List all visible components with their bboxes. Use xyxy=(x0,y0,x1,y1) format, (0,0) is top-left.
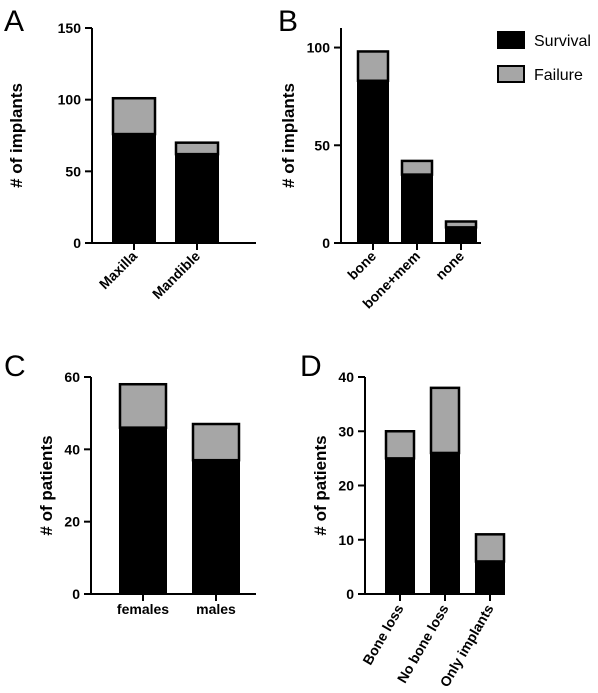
bar-failure-females xyxy=(118,382,168,429)
bar-survival-bone xyxy=(357,79,389,245)
legend-label-survival: Survival xyxy=(534,33,591,50)
bar-survival-mandible xyxy=(175,153,219,244)
bar-failure-males xyxy=(191,422,241,462)
x-tick-label: Bone loss xyxy=(359,601,406,667)
x-tick-label: none xyxy=(432,248,467,283)
panel-a: A # of implants 0 50 100 150 Maxilla Mandible xyxy=(4,5,256,302)
y-axis-label: # of implants xyxy=(279,83,298,188)
bar-failure-bone xyxy=(356,50,390,83)
y-tick-label: 20 xyxy=(338,478,354,494)
y-tick-label: 0 xyxy=(346,586,354,602)
legend-label-failure: Failure xyxy=(534,67,583,84)
panel-c: C # of patients 0 20 40 60 females males xyxy=(4,350,256,617)
panel-letter: D xyxy=(300,350,322,383)
y-tick-label: 50 xyxy=(65,163,81,179)
bar-failure-none xyxy=(444,220,478,229)
legend-swatch-failure xyxy=(497,65,525,83)
bar-survival-maxilla xyxy=(112,133,156,244)
bar-survival-females xyxy=(119,426,167,595)
y-tick-label: 10 xyxy=(338,532,354,548)
panel-letter: C xyxy=(4,350,26,383)
bar-survival-no-bone-loss xyxy=(430,451,460,596)
y-tick-label: 20 xyxy=(64,514,80,530)
y-axis-label: # of patients xyxy=(37,435,56,535)
x-tick-label: Maxilla xyxy=(96,248,140,292)
bar-survival-none xyxy=(445,226,477,244)
panel-letter: A xyxy=(4,5,24,38)
y-tick-label: 150 xyxy=(58,20,82,36)
bar-failure-bone-loss xyxy=(384,430,416,460)
x-tick-label: females xyxy=(117,601,169,617)
bar-survival-bone-loss xyxy=(385,457,415,595)
bar-failure-mandible xyxy=(174,141,220,156)
y-tick-label: 40 xyxy=(64,441,80,457)
legend-swatch-survival xyxy=(497,31,525,49)
bar-survival-only-implants xyxy=(475,560,505,596)
y-tick-label: 100 xyxy=(58,92,82,108)
y-axis-label: # of implants xyxy=(7,83,26,188)
bar-failure-bone-mem xyxy=(400,159,434,176)
y-tick-label: 50 xyxy=(314,137,330,153)
y-axis-label: # of patients xyxy=(311,435,330,535)
y-tick-label: 0 xyxy=(73,235,81,251)
y-tick-label: 40 xyxy=(338,369,354,385)
bar-failure-only-implants xyxy=(474,533,506,563)
y-tick-label: 0 xyxy=(72,586,80,602)
bar-failure-maxilla xyxy=(111,96,157,136)
panel-letter: B xyxy=(278,5,298,38)
legend: Survival Failure xyxy=(497,31,591,84)
y-tick-label: 60 xyxy=(64,369,80,385)
x-tick-label: Mandible xyxy=(149,248,203,302)
bar-survival-bone-mem xyxy=(401,173,433,244)
bar-failure-no-bone-loss xyxy=(429,386,461,455)
x-tick-label: bone xyxy=(344,248,379,283)
y-tick-label: 100 xyxy=(307,40,331,56)
y-tick-label: 0 xyxy=(322,235,330,251)
y-tick-label: 30 xyxy=(338,423,354,439)
bar-survival-males xyxy=(192,459,240,595)
x-tick-label: males xyxy=(196,601,236,617)
